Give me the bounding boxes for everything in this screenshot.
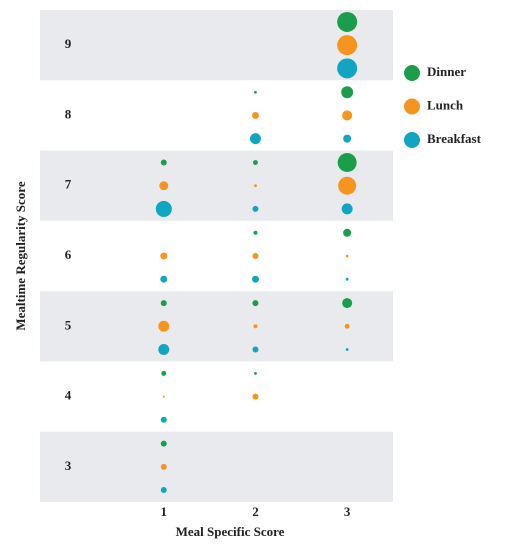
bubble	[160, 440, 167, 447]
bubble	[253, 324, 258, 329]
bubble	[342, 298, 353, 309]
bubble	[155, 200, 172, 217]
bubble	[160, 463, 167, 470]
bubble	[337, 153, 357, 173]
legend-swatch	[404, 65, 420, 81]
y-tick-label: 6	[65, 247, 72, 262]
bubble	[158, 344, 170, 355]
bubble	[342, 110, 353, 121]
bubble	[160, 252, 168, 260]
bubble	[160, 487, 167, 494]
legend-label: Breakfast	[427, 131, 482, 146]
bubble	[345, 254, 349, 258]
bubble	[160, 300, 167, 307]
row-band	[40, 10, 393, 81]
bubble	[254, 90, 257, 94]
bubble	[252, 393, 259, 400]
bubble	[161, 370, 167, 376]
y-tick-label: 4	[65, 388, 72, 403]
row-band	[40, 431, 393, 502]
bubble	[252, 300, 259, 307]
y-tick-label: 8	[65, 106, 72, 121]
bubble	[345, 348, 349, 351]
y-tick-label: 5	[65, 317, 72, 332]
bubble	[249, 133, 261, 145]
x-axis-label: Meal Specific Score	[176, 524, 285, 539]
bubble	[345, 277, 349, 281]
bubble	[338, 176, 357, 195]
bubble	[337, 11, 358, 32]
bubble	[160, 416, 167, 423]
bubble	[159, 181, 169, 191]
bubble	[253, 230, 258, 235]
legend-label: Lunch	[427, 97, 464, 112]
bubble	[160, 275, 168, 283]
bubble	[341, 86, 354, 99]
y-tick-label: 7	[65, 177, 72, 192]
bubble	[158, 320, 170, 332]
bubble	[253, 160, 258, 165]
bubble	[252, 275, 259, 283]
bubble	[344, 323, 350, 329]
bubble	[252, 111, 259, 119]
y-tick-label: 9	[65, 36, 72, 51]
bubble	[160, 159, 167, 166]
row-band	[40, 291, 393, 362]
legend-swatch	[404, 132, 420, 148]
bubble	[343, 134, 352, 143]
bubble	[341, 203, 353, 215]
x-tick-label: 3	[344, 504, 351, 519]
legend-swatch	[404, 98, 420, 115]
x-tick-label: 2	[252, 504, 259, 519]
bubble	[252, 205, 259, 212]
bubble	[343, 228, 352, 237]
bubble	[337, 58, 358, 79]
y-tick-label: 3	[65, 458, 72, 473]
bubble	[254, 371, 257, 375]
row-band	[40, 150, 393, 221]
bubble	[252, 253, 259, 259]
legend-label: Dinner	[427, 64, 466, 79]
bubble	[337, 35, 358, 56]
y-axis-label: Mealtime Regularity Score	[13, 181, 28, 330]
x-tick-label: 1	[161, 504, 168, 519]
bubble	[162, 395, 165, 398]
bubble	[254, 184, 257, 188]
bubble	[252, 346, 259, 353]
